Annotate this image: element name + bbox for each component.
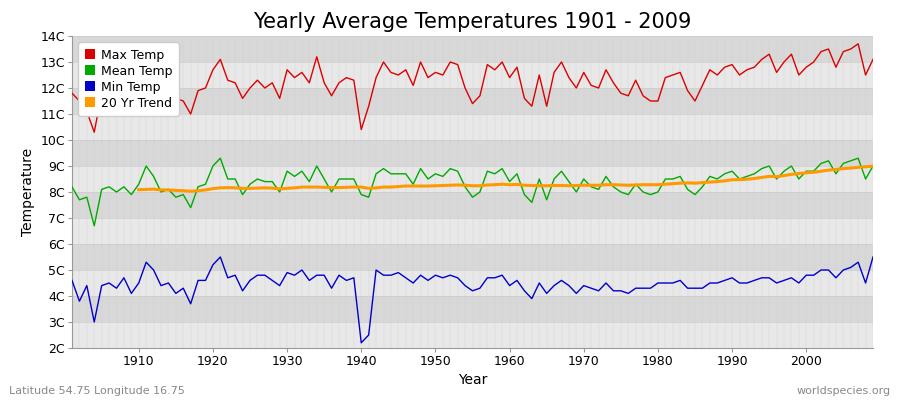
Bar xyxy=(72,114,873,140)
Bar xyxy=(72,88,873,114)
Legend: Max Temp, Mean Temp, Min Temp, 20 Yr Trend: Max Temp, Mean Temp, Min Temp, 20 Yr Tre… xyxy=(78,42,178,116)
Bar xyxy=(72,218,873,244)
Bar xyxy=(72,166,873,192)
Y-axis label: Temperature: Temperature xyxy=(21,148,35,236)
Bar xyxy=(72,244,873,270)
Text: Latitude 54.75 Longitude 16.75: Latitude 54.75 Longitude 16.75 xyxy=(9,386,184,396)
Bar xyxy=(72,36,873,62)
Bar xyxy=(72,62,873,88)
Title: Yearly Average Temperatures 1901 - 2009: Yearly Average Temperatures 1901 - 2009 xyxy=(253,12,692,32)
Bar xyxy=(72,140,873,166)
Bar xyxy=(72,192,873,218)
Bar xyxy=(72,270,873,296)
Bar xyxy=(72,296,873,322)
Text: worldspecies.org: worldspecies.org xyxy=(796,386,891,396)
X-axis label: Year: Year xyxy=(458,374,487,388)
Bar xyxy=(72,322,873,348)
